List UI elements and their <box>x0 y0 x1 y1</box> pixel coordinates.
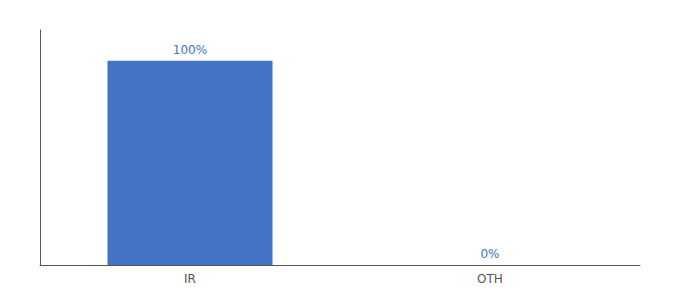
svg-text:OTH: OTH <box>477 272 503 286</box>
svg-text:0%: 0% <box>480 247 499 261</box>
svg-text:IR: IR <box>184 272 196 286</box>
svg-text:100%: 100% <box>173 43 207 57</box>
